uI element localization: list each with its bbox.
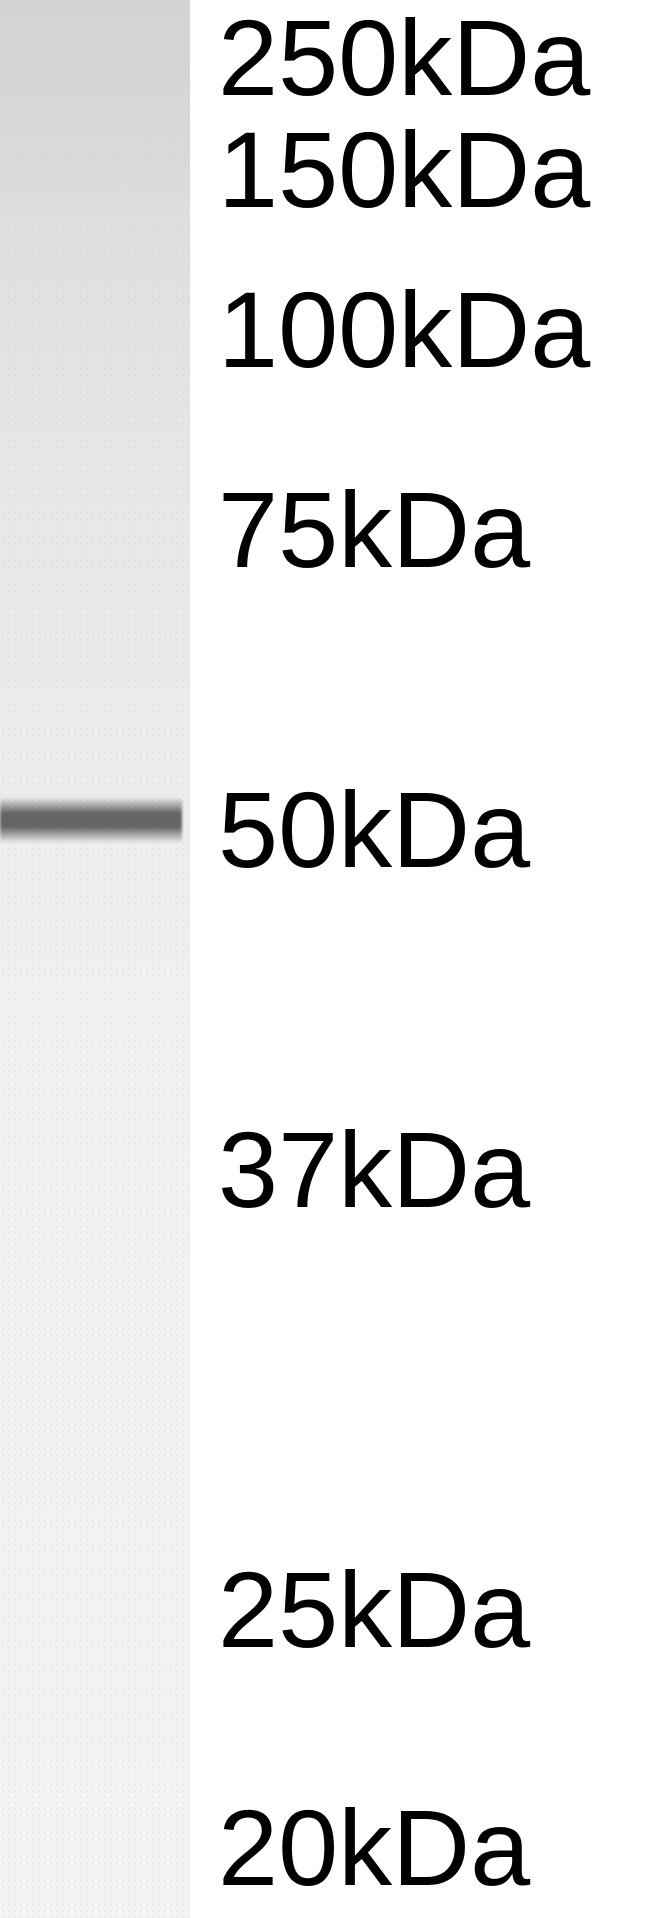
marker-label-20kda: 20kDa bbox=[218, 1794, 530, 1902]
marker-label-250kda: 250kDa bbox=[218, 4, 590, 112]
marker-label-75kda: 75kDa bbox=[218, 476, 530, 584]
western-blot-figure: 250kDa150kDa 100kDa 75kDa 50kDa 37kDa 25kDa 20… bbox=[0, 0, 650, 1918]
marker-label-100kda: 100kDa bbox=[218, 276, 590, 384]
blot-lane bbox=[0, 0, 190, 1918]
lane-top-shade bbox=[0, 0, 190, 230]
marker-label-150kda: 150kDa bbox=[218, 116, 590, 224]
marker-label-25kda: 25kDa bbox=[218, 1556, 530, 1664]
band-50kda bbox=[0, 797, 182, 843]
marker-label-37kda: 37kDa bbox=[218, 1116, 530, 1224]
lane-background bbox=[0, 0, 190, 1918]
marker-label-50kda: 50kDa bbox=[218, 776, 530, 884]
